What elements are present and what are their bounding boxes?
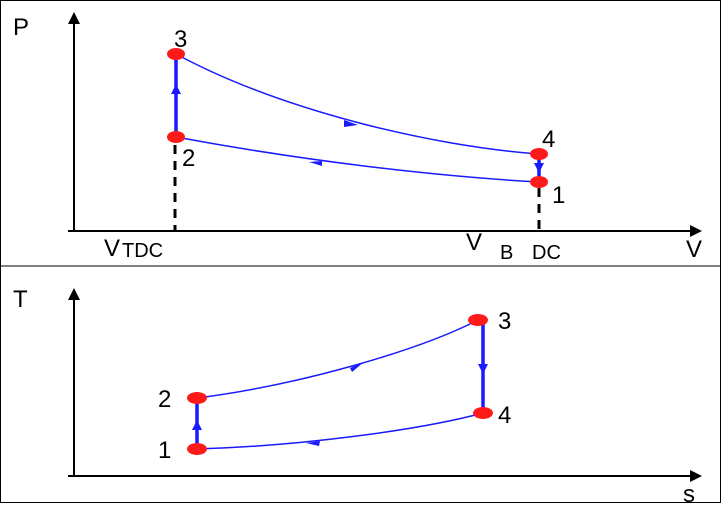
tdc-subscript-label: TDC	[122, 240, 163, 262]
ts-flow-arrow-2-3	[350, 362, 364, 372]
ts-point-3	[468, 314, 488, 326]
ts-flow-arrow-4-1	[306, 441, 320, 446]
pv-point-1-label: 1	[552, 182, 565, 209]
pv-flow-arrow-1-2	[309, 161, 322, 166]
ts-flow-arrow-1-2	[192, 420, 202, 430]
pv-flow-arrow-3-4	[344, 120, 358, 127]
pv-point-1	[530, 176, 548, 188]
pv-point-3-label: 3	[174, 26, 187, 53]
pv-flow-arrow-4-1	[534, 163, 544, 173]
ts-point-1-label: 1	[158, 437, 171, 464]
bdc-subscript-label: DC	[532, 242, 561, 264]
ts-point-2	[187, 392, 207, 404]
tdc-v-label: V	[104, 235, 120, 262]
pv-y-axis-label: P	[13, 14, 29, 41]
ts-heat-addition-curve	[196, 319, 479, 399]
ts-heat-rejection-curve	[196, 412, 484, 450]
ts-point-2-label: 2	[158, 386, 171, 413]
bdc-v-label: V	[466, 229, 482, 256]
ts-diagram: T s 1 2 3 4	[13, 286, 702, 508]
bdc-b-label: B	[500, 242, 513, 264]
ts-point-4-label: 4	[498, 402, 511, 429]
pv-x-axis-label: V	[686, 236, 702, 263]
pv-point-2	[167, 131, 185, 143]
ts-y-axis-label: T	[13, 286, 28, 313]
ts-point-1	[187, 443, 207, 455]
ts-flow-arrow-3-4	[478, 364, 488, 374]
ts-point-4	[473, 407, 493, 419]
pv-flow-arrow-2-3	[171, 84, 181, 94]
ts-point-3-label: 3	[498, 308, 511, 335]
pv-expansion-curve	[175, 53, 540, 155]
pv-diagram: P V V TDC V B DC 1 2 3 4	[13, 12, 702, 264]
pv-compression-curve	[175, 136, 540, 183]
pv-point-4	[530, 148, 548, 160]
pv-point-2-label: 2	[182, 145, 195, 172]
pv-point-3	[167, 48, 185, 60]
ts-x-axis-label: s	[683, 481, 695, 503]
pv-point-4-label: 4	[542, 126, 555, 153]
